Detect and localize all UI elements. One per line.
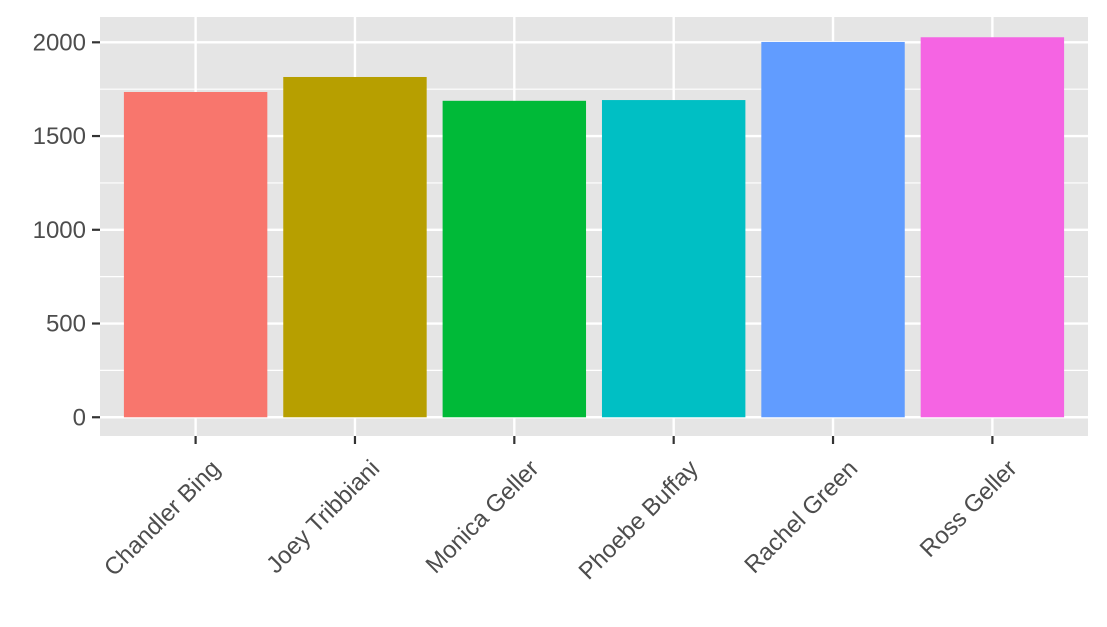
y-tick-label: 500 — [46, 311, 86, 338]
y-tick-label: 2000 — [33, 29, 86, 56]
bar-chandler-bing — [123, 91, 268, 418]
x-tick-label: Phoebe Buffay — [574, 455, 704, 585]
y-axis: 0 500 1000 1500 2000 — [33, 29, 100, 431]
x-tick-label: Ross Geller — [915, 455, 1023, 563]
bar-ross-geller — [920, 37, 1065, 418]
bars — [123, 37, 1065, 418]
x-tick-label: Rachel Green — [739, 455, 863, 579]
bar-joey-tribbiani — [283, 76, 427, 418]
x-axis: Chandler Bing Joey Tribbiani Monica Geller… — [99, 436, 1023, 585]
bar-phoebe-buffay — [601, 100, 746, 418]
x-tick-label: Monica Geller — [421, 455, 545, 579]
y-tick-label: 0 — [73, 404, 86, 431]
y-tick-label: 1500 — [33, 123, 86, 150]
x-tick-label: Chandler Bing — [99, 455, 226, 582]
bar-rachel-green — [761, 41, 905, 418]
y-tick-label: 1000 — [33, 217, 86, 244]
bar-monica-geller — [442, 100, 587, 418]
x-tick-label: Joey Tribbiani — [261, 455, 385, 579]
